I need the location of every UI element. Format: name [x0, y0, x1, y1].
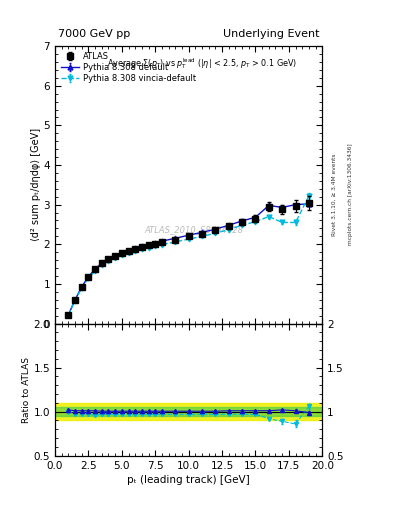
Y-axis label: ⟨d² sum pₜ/dηdφ⟩ [GeV]: ⟨d² sum pₜ/dηdφ⟩ [GeV] — [31, 128, 41, 241]
Bar — [55, 407, 322, 416]
Text: Average $\Sigma(p_\mathrm{T})$ vs $p_\mathrm{T}^\mathrm{lead}$ ($|\eta|$ < 2.5, : Average $\Sigma(p_\mathrm{T})$ vs $p_\ma… — [107, 56, 297, 71]
Text: Underlying Event: Underlying Event — [223, 29, 320, 39]
Legend: ATLAS, Pythia 8.308 default, Pythia 8.308 vincia-default: ATLAS, Pythia 8.308 default, Pythia 8.30… — [59, 50, 197, 85]
Y-axis label: Ratio to ATLAS: Ratio to ATLAS — [22, 357, 31, 422]
X-axis label: pₜ (leading track) [GeV]: pₜ (leading track) [GeV] — [127, 475, 250, 485]
Text: Rivet 3.1.10, ≥ 3.4M events: Rivet 3.1.10, ≥ 3.4M events — [332, 153, 337, 236]
Text: ATLAS_2010_S8894728: ATLAS_2010_S8894728 — [145, 225, 244, 233]
Text: mcplots.cern.ch [arXiv:1306.3436]: mcplots.cern.ch [arXiv:1306.3436] — [348, 144, 353, 245]
Text: 7000 GeV pp: 7000 GeV pp — [58, 29, 130, 39]
Bar — [55, 403, 322, 420]
